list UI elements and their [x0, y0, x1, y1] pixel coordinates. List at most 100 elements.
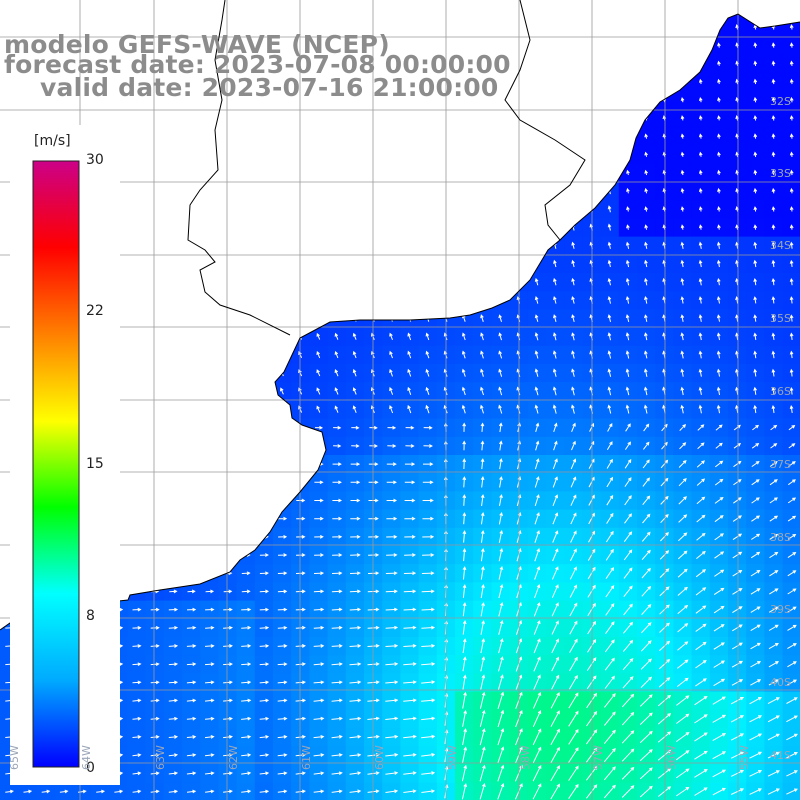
wind-arrow [534, 277, 539, 286]
wind-arrow [389, 405, 394, 414]
wind-arrow [551, 584, 559, 599]
wind-arrow [769, 588, 779, 595]
wind-arrow [533, 656, 541, 672]
wind-arrow [679, 442, 687, 450]
wind-arrow [313, 662, 325, 667]
wind-arrow [204, 644, 215, 648]
wind-arrow [241, 625, 252, 630]
wind-arrow [789, 115, 794, 121]
wind-arrow [150, 644, 160, 648]
latitude-label: 39S [770, 603, 791, 616]
wind-arrow [331, 734, 343, 739]
wind-arrow [730, 769, 745, 777]
wind-arrow [753, 404, 757, 414]
wind-arrow [586, 657, 597, 671]
wind-arrow [334, 387, 339, 395]
wind-arrow [789, 296, 794, 304]
wind-arrow [658, 640, 671, 652]
wind-arrow [751, 479, 760, 486]
wind-arrow [499, 494, 503, 506]
wind-arrow [657, 749, 672, 761]
wind-arrow [385, 571, 398, 576]
wind-arrow [259, 662, 270, 667]
wind-arrow [712, 696, 726, 705]
wind-arrow [625, 404, 630, 414]
wind-arrow [277, 735, 288, 739]
wind-arrow [425, 350, 430, 359]
wind-arrow [626, 206, 630, 212]
wind-arrow [387, 444, 397, 448]
wind-arrow [714, 496, 724, 504]
wind-arrow [569, 602, 578, 617]
wind-arrow [534, 368, 539, 377]
wind-arrow [695, 678, 707, 687]
latitude-label: 38S [770, 531, 791, 544]
wind-arrow [168, 644, 179, 648]
wind-arrow [571, 314, 575, 323]
wind-arrow [716, 241, 721, 249]
wind-arrow [241, 716, 252, 721]
wind-arrow [150, 662, 160, 667]
wind-arrow [186, 753, 197, 757]
wind-arrow [551, 566, 559, 580]
wind-arrow [223, 716, 233, 721]
wind-arrow [625, 259, 630, 268]
wind-arrow [753, 332, 757, 340]
wind-arrow [462, 422, 467, 432]
wind-arrow [642, 459, 650, 469]
wind-arrow [639, 785, 653, 798]
wind-arrow [641, 531, 651, 542]
wind-arrow [604, 639, 615, 653]
wind-arrow [259, 607, 270, 612]
wind-arrow [644, 151, 648, 157]
wind-arrow [587, 639, 597, 653]
wind-arrow [331, 589, 343, 594]
wind-arrow [716, 314, 721, 322]
colorbar-tick-label: 30 [86, 152, 104, 168]
wind-arrow [696, 550, 706, 559]
wind-arrow [789, 350, 794, 359]
wind-arrow [603, 729, 616, 745]
wind-arrow [132, 753, 142, 758]
wind-arrow [132, 680, 142, 685]
wind-arrow [241, 680, 252, 685]
wind-arrow [498, 656, 504, 672]
wind-arrow [349, 644, 362, 648]
wind-arrow [607, 332, 612, 341]
wind-arrow [332, 553, 343, 557]
wind-arrow [168, 662, 179, 667]
wind-arrow [551, 602, 559, 617]
wind-arrow [676, 786, 690, 797]
wind-arrow [677, 586, 688, 596]
wind-arrow [352, 387, 357, 395]
wind-arrow [568, 765, 579, 781]
wind-arrow [750, 661, 762, 668]
wind-arrow [498, 547, 504, 562]
wind-arrow [732, 588, 743, 595]
wind-arrow [331, 771, 343, 776]
wind-arrow [695, 569, 707, 578]
wind-arrow [498, 422, 503, 433]
wind-arrow [767, 788, 780, 795]
wind-arrow [241, 698, 252, 703]
wind-arrow [570, 530, 577, 543]
wind-arrow [278, 516, 288, 521]
wind-arrow [241, 589, 251, 594]
wind-arrow [716, 277, 721, 286]
wind-arrow [350, 480, 361, 485]
wind-arrow [606, 476, 614, 488]
wind-arrow [751, 533, 761, 540]
wind-arrow [223, 698, 233, 703]
wind-arrow [570, 512, 577, 525]
wind-arrow [607, 404, 612, 414]
wind-arrow [480, 547, 485, 562]
wind-arrow [732, 551, 743, 559]
wind-arrow [533, 638, 541, 654]
wind-arrow [462, 440, 467, 451]
wind-arrow [607, 205, 612, 213]
wind-arrow [771, 115, 776, 121]
wind-arrow [640, 658, 652, 670]
wind-arrow [694, 769, 708, 778]
wind-arrow [407, 332, 412, 341]
wind-arrow [698, 314, 703, 322]
